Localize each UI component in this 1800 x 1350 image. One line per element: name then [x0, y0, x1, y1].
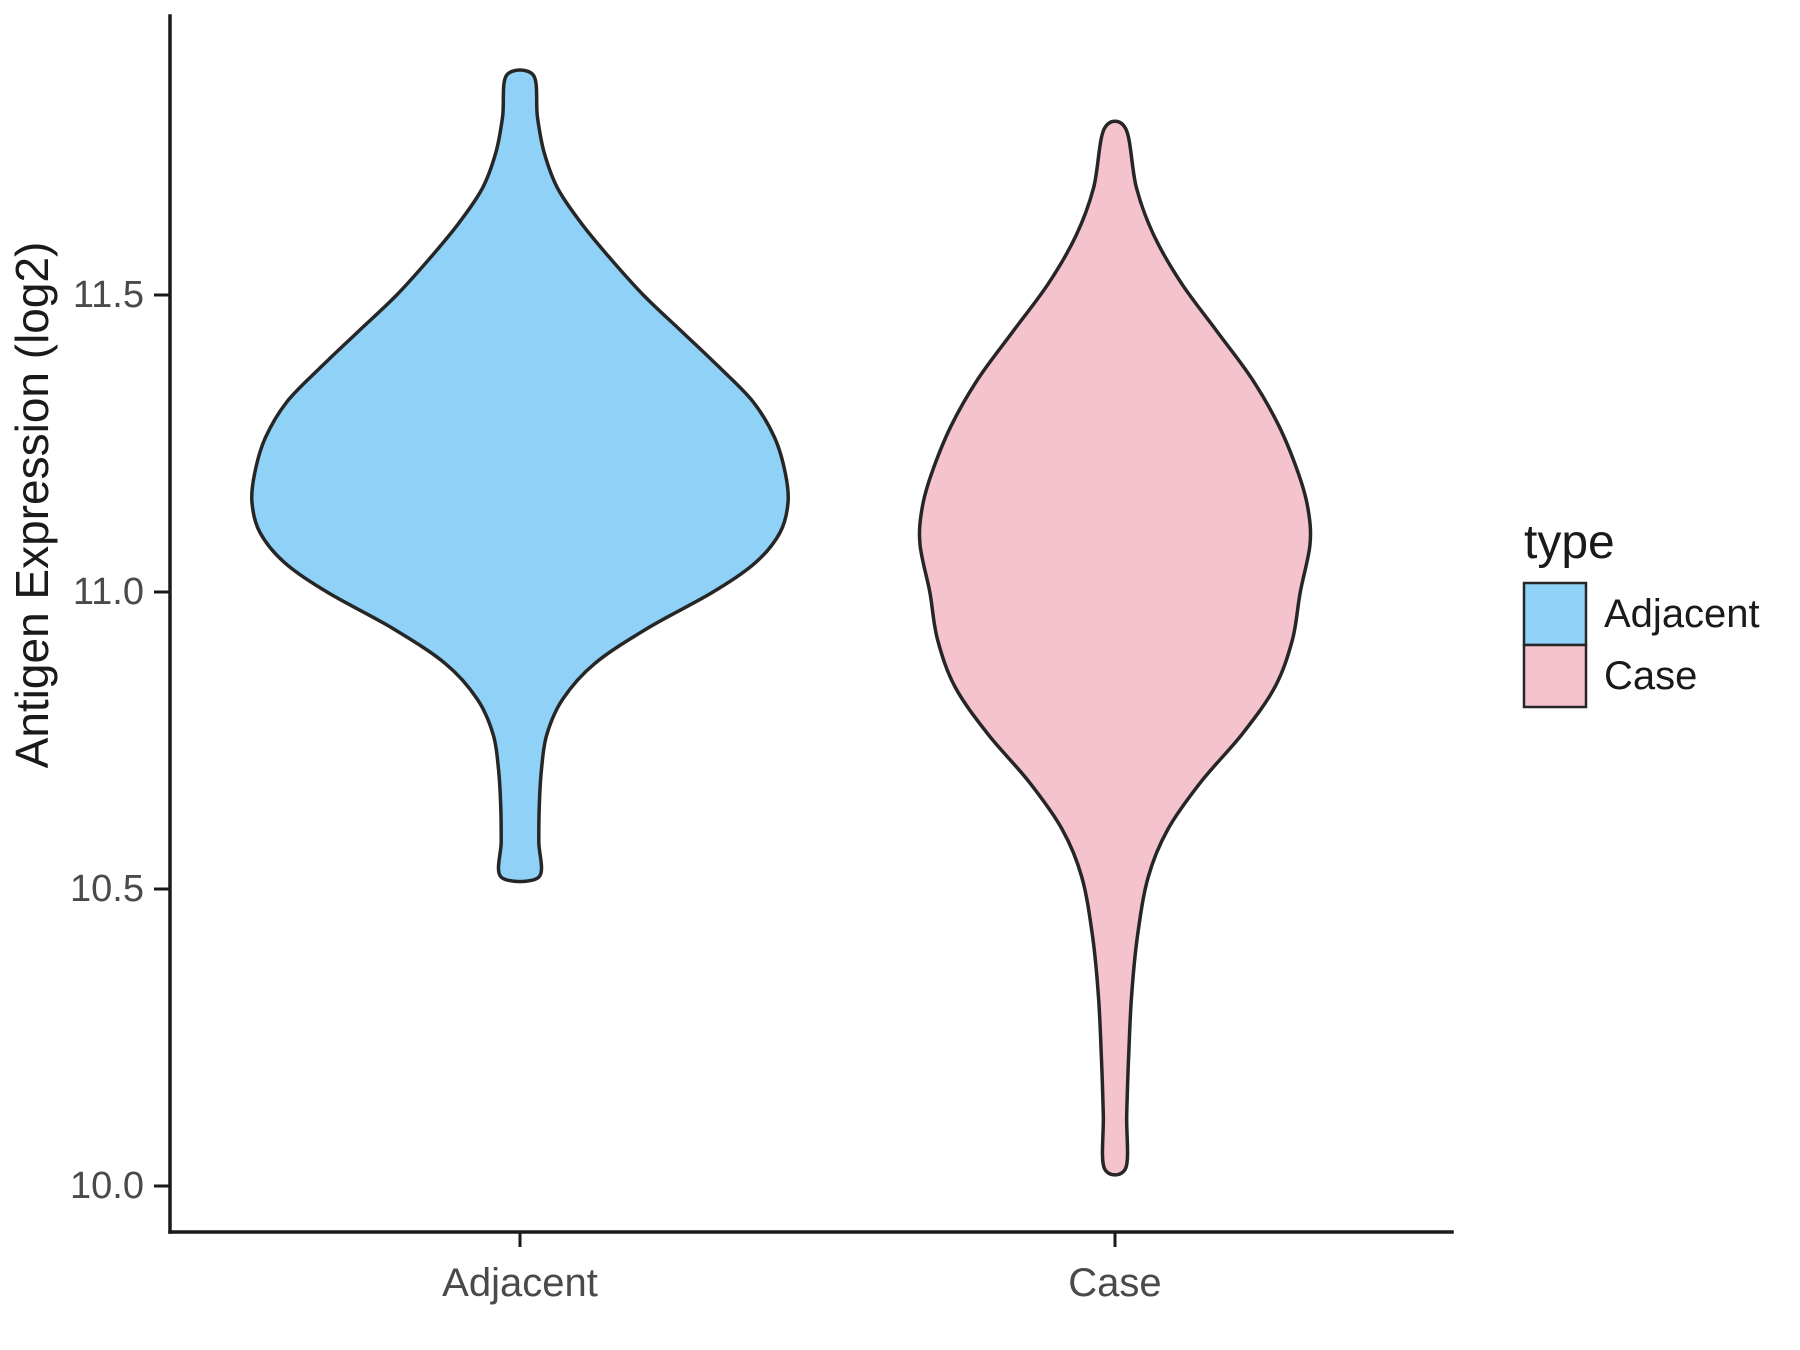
- y-axis-title: Antigen Expression (log2): [6, 242, 58, 769]
- violin-adjacent: [249, 68, 791, 884]
- legend-label-adjacent: Adjacent: [1604, 592, 1760, 636]
- violins-layer: [249, 68, 1313, 1177]
- tick-marks-layer: [154, 293, 1117, 1247]
- x-tick-label-case: Case: [1068, 1261, 1161, 1305]
- y-tick-label-10-0: 10.0: [70, 1165, 144, 1207]
- legend-key-adjacent: [1522, 581, 1588, 647]
- x-tick-label-adjacent: Adjacent: [442, 1261, 598, 1305]
- y-tick-label-11-5: 11.5: [73, 274, 144, 316]
- legend: type Adjacent Case: [1522, 516, 1760, 709]
- y-tick-label-10-5: 10.5: [70, 868, 144, 910]
- y-tick-label-11-0: 11.0: [73, 571, 144, 613]
- legend-key-case: [1522, 643, 1588, 709]
- legend-label-case: Case: [1604, 654, 1697, 698]
- violin-case: [917, 119, 1313, 1177]
- legend-title: type: [1524, 516, 1615, 569]
